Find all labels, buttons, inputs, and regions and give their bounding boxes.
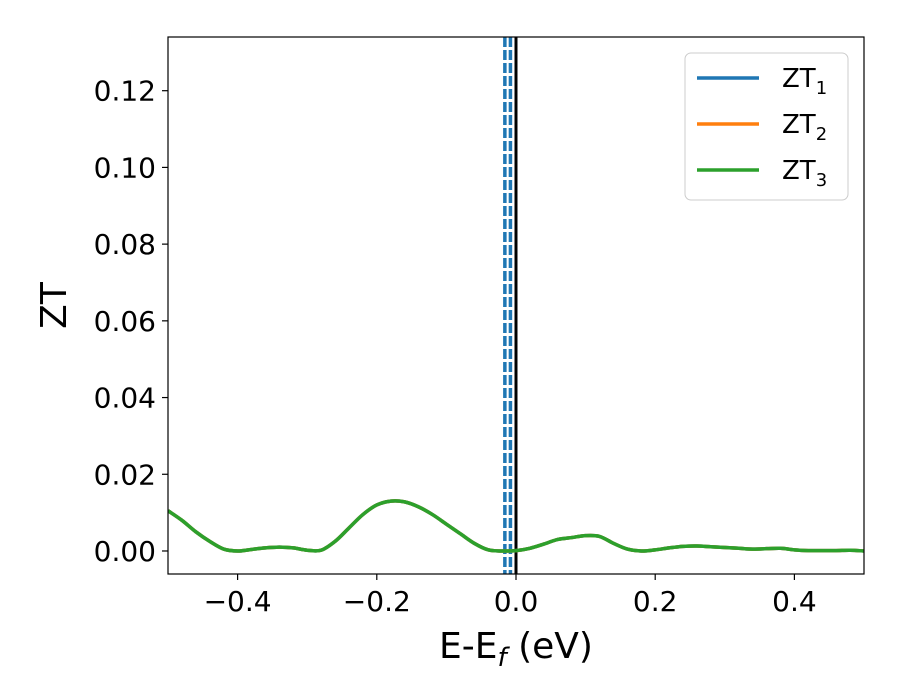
y-tick-label: 0.10: [94, 151, 156, 184]
y-tick-label: 0.04: [94, 382, 156, 415]
series-line-zt3: [168, 499, 864, 553]
legend-label-zt1: ZT1: [782, 64, 827, 99]
y-tick-label: 0.02: [94, 458, 156, 491]
y-tick-label: 0.06: [94, 305, 156, 338]
x-axis-ticks: −0.4 −0.2 0.0 0.2 0.4: [204, 574, 817, 618]
legend: ZT1 ZT2 ZT3: [684, 52, 849, 201]
x-tick-label: −0.2: [343, 585, 411, 618]
series-lines: [168, 499, 864, 553]
reference-lines: [503, 37, 518, 574]
x-tick-label: 0.2: [633, 585, 678, 618]
x-axis-label: E-Ef (eV): [439, 626, 593, 673]
y-axis-label: ZT: [34, 281, 75, 329]
x-tick-label: 0.0: [494, 585, 539, 618]
legend-box: [684, 52, 849, 201]
y-tick-label: 0.12: [94, 75, 156, 108]
y-axis-ticks: 0.00 0.02 0.04 0.06 0.08 0.10 0.12: [94, 75, 168, 568]
y-tick-label: 0.08: [94, 228, 156, 261]
x-tick-label: −0.4: [204, 585, 272, 618]
x-tick-label: 0.4: [772, 585, 817, 618]
y-tick-label: 0.00: [94, 535, 156, 568]
legend-label-zt3: ZT3: [782, 156, 827, 191]
legend-label-zt2: ZT2: [782, 110, 827, 145]
